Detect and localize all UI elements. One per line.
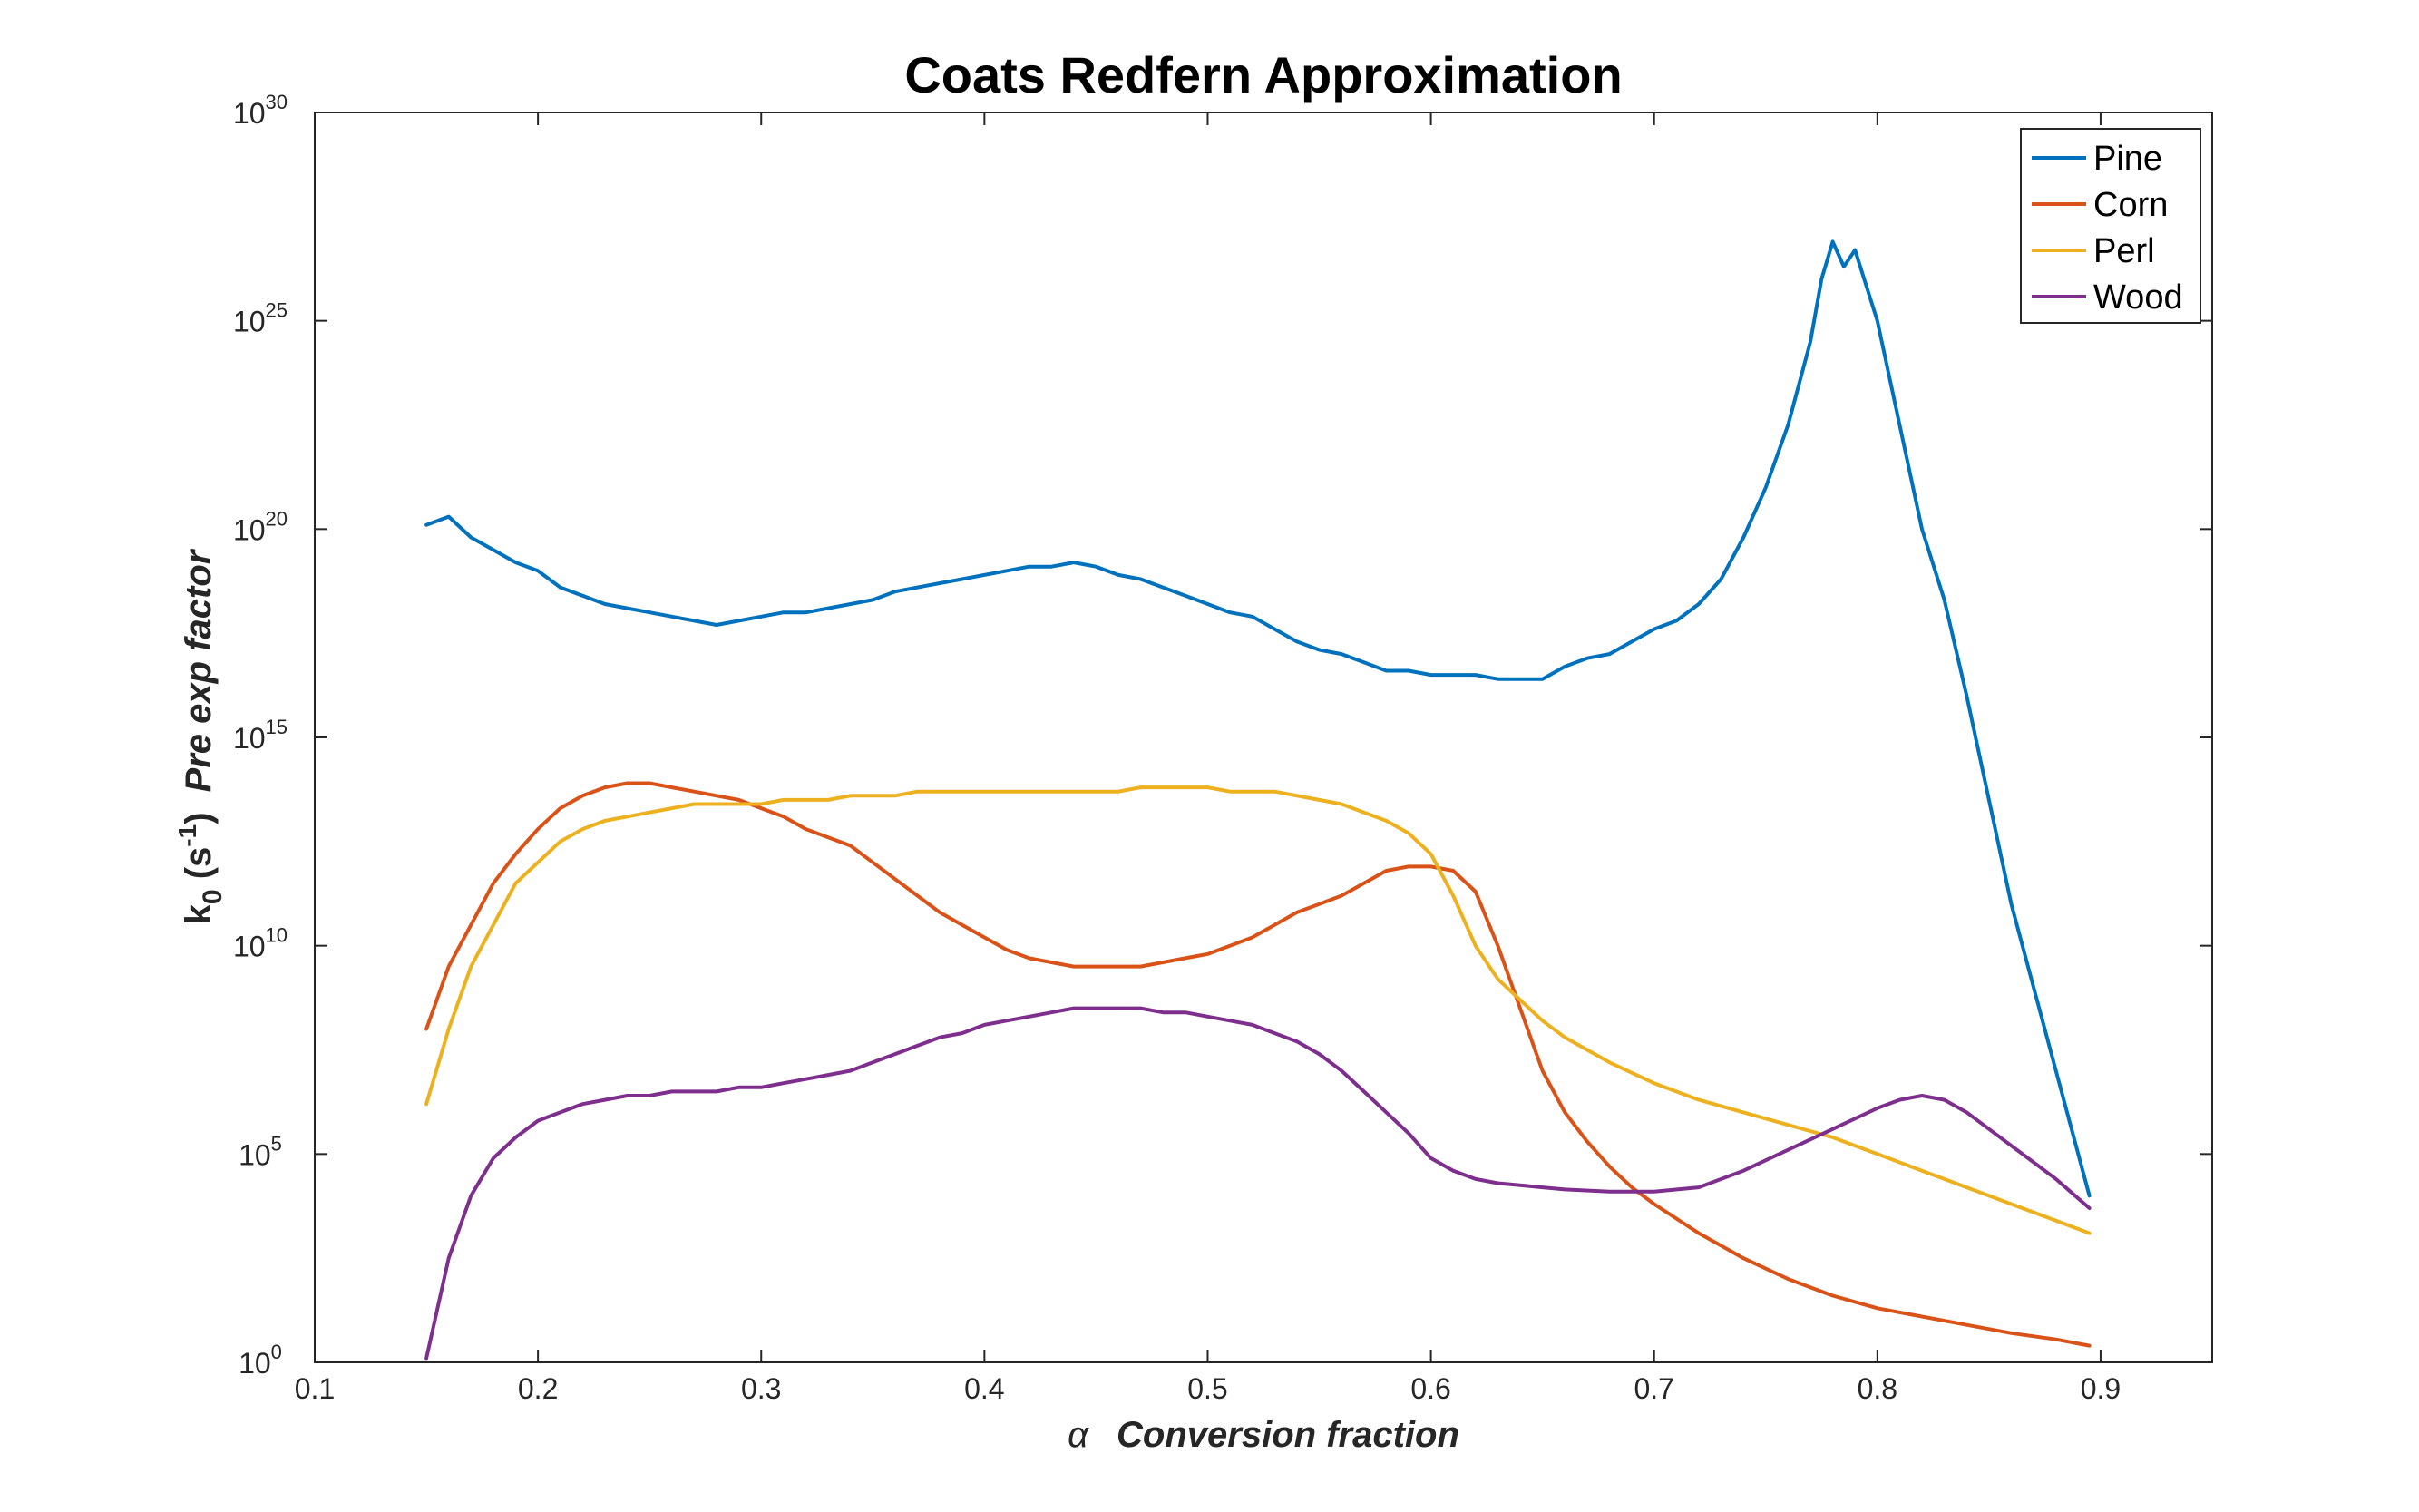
legend: Pine Corn Perl Wood <box>2020 128 2201 324</box>
x-axis-label-text: Conversion fraction <box>1117 1415 1459 1455</box>
y-tick-label: 1010 <box>233 924 288 963</box>
y-axis-label-unit-sup: -1 <box>173 824 201 847</box>
y-axis-label-unit-close: ) <box>179 812 219 824</box>
x-axis-label-symbol: α <box>1068 1415 1089 1455</box>
y-tick-label: 1030 <box>233 91 288 130</box>
legend-label-pine: Pine <box>2093 140 2162 178</box>
x-tick-label: 0.6 <box>1410 1372 1450 1405</box>
y-tick-label: 105 <box>239 1132 282 1171</box>
legend-box <box>2020 128 2201 324</box>
x-axis-label: α Conversion fraction <box>1068 1415 1459 1455</box>
x-tick-label: 0.2 <box>518 1372 558 1405</box>
y-tick-label: 1020 <box>233 507 288 546</box>
series-group <box>424 239 2092 1361</box>
y-axis-label: k0 (s-1) Pre exp factor <box>173 548 228 924</box>
y-tick-label: 1015 <box>233 716 288 755</box>
x-tick-label: 0.3 <box>741 1372 781 1405</box>
x-tick-label: 0.5 <box>1187 1372 1227 1405</box>
legend-label-perl: Perl <box>2093 232 2155 270</box>
y-axis-label-subscript: 0 <box>198 889 228 904</box>
y-axis-label-unit-open: (s <box>179 847 219 890</box>
chart-title: Coats Redfern Approximation <box>904 46 1622 103</box>
y-axis-label-base: k <box>179 903 219 924</box>
series-line-wood <box>424 1006 2092 1361</box>
x-tick-label: 0.1 <box>295 1372 335 1405</box>
y-tick-label: 1025 <box>233 299 288 338</box>
legend-label-wood: Wood <box>2093 278 2183 317</box>
series-line-pine <box>424 239 2092 1198</box>
plot-area <box>314 112 2213 1363</box>
series-line-perl <box>424 785 2092 1235</box>
y-axis-ticks: 100 105 1010 1015 1020 1025 1030 <box>233 91 2212 1380</box>
y-tick-label: 100 <box>239 1341 282 1380</box>
x-tick-label: 0.4 <box>964 1372 1004 1405</box>
x-tick-label: 0.7 <box>1634 1372 1673 1405</box>
y-axis-label-text: Pre exp factor <box>179 548 219 792</box>
x-axis-ticks: 0.1 0.2 0.3 0.4 0.5 0.6 0.7 0.8 0.9 <box>295 112 2121 1405</box>
x-tick-label: 0.9 <box>2081 1372 2121 1405</box>
legend-label-corn: Corn <box>2093 186 2168 224</box>
x-tick-label: 0.8 <box>1858 1372 1897 1405</box>
